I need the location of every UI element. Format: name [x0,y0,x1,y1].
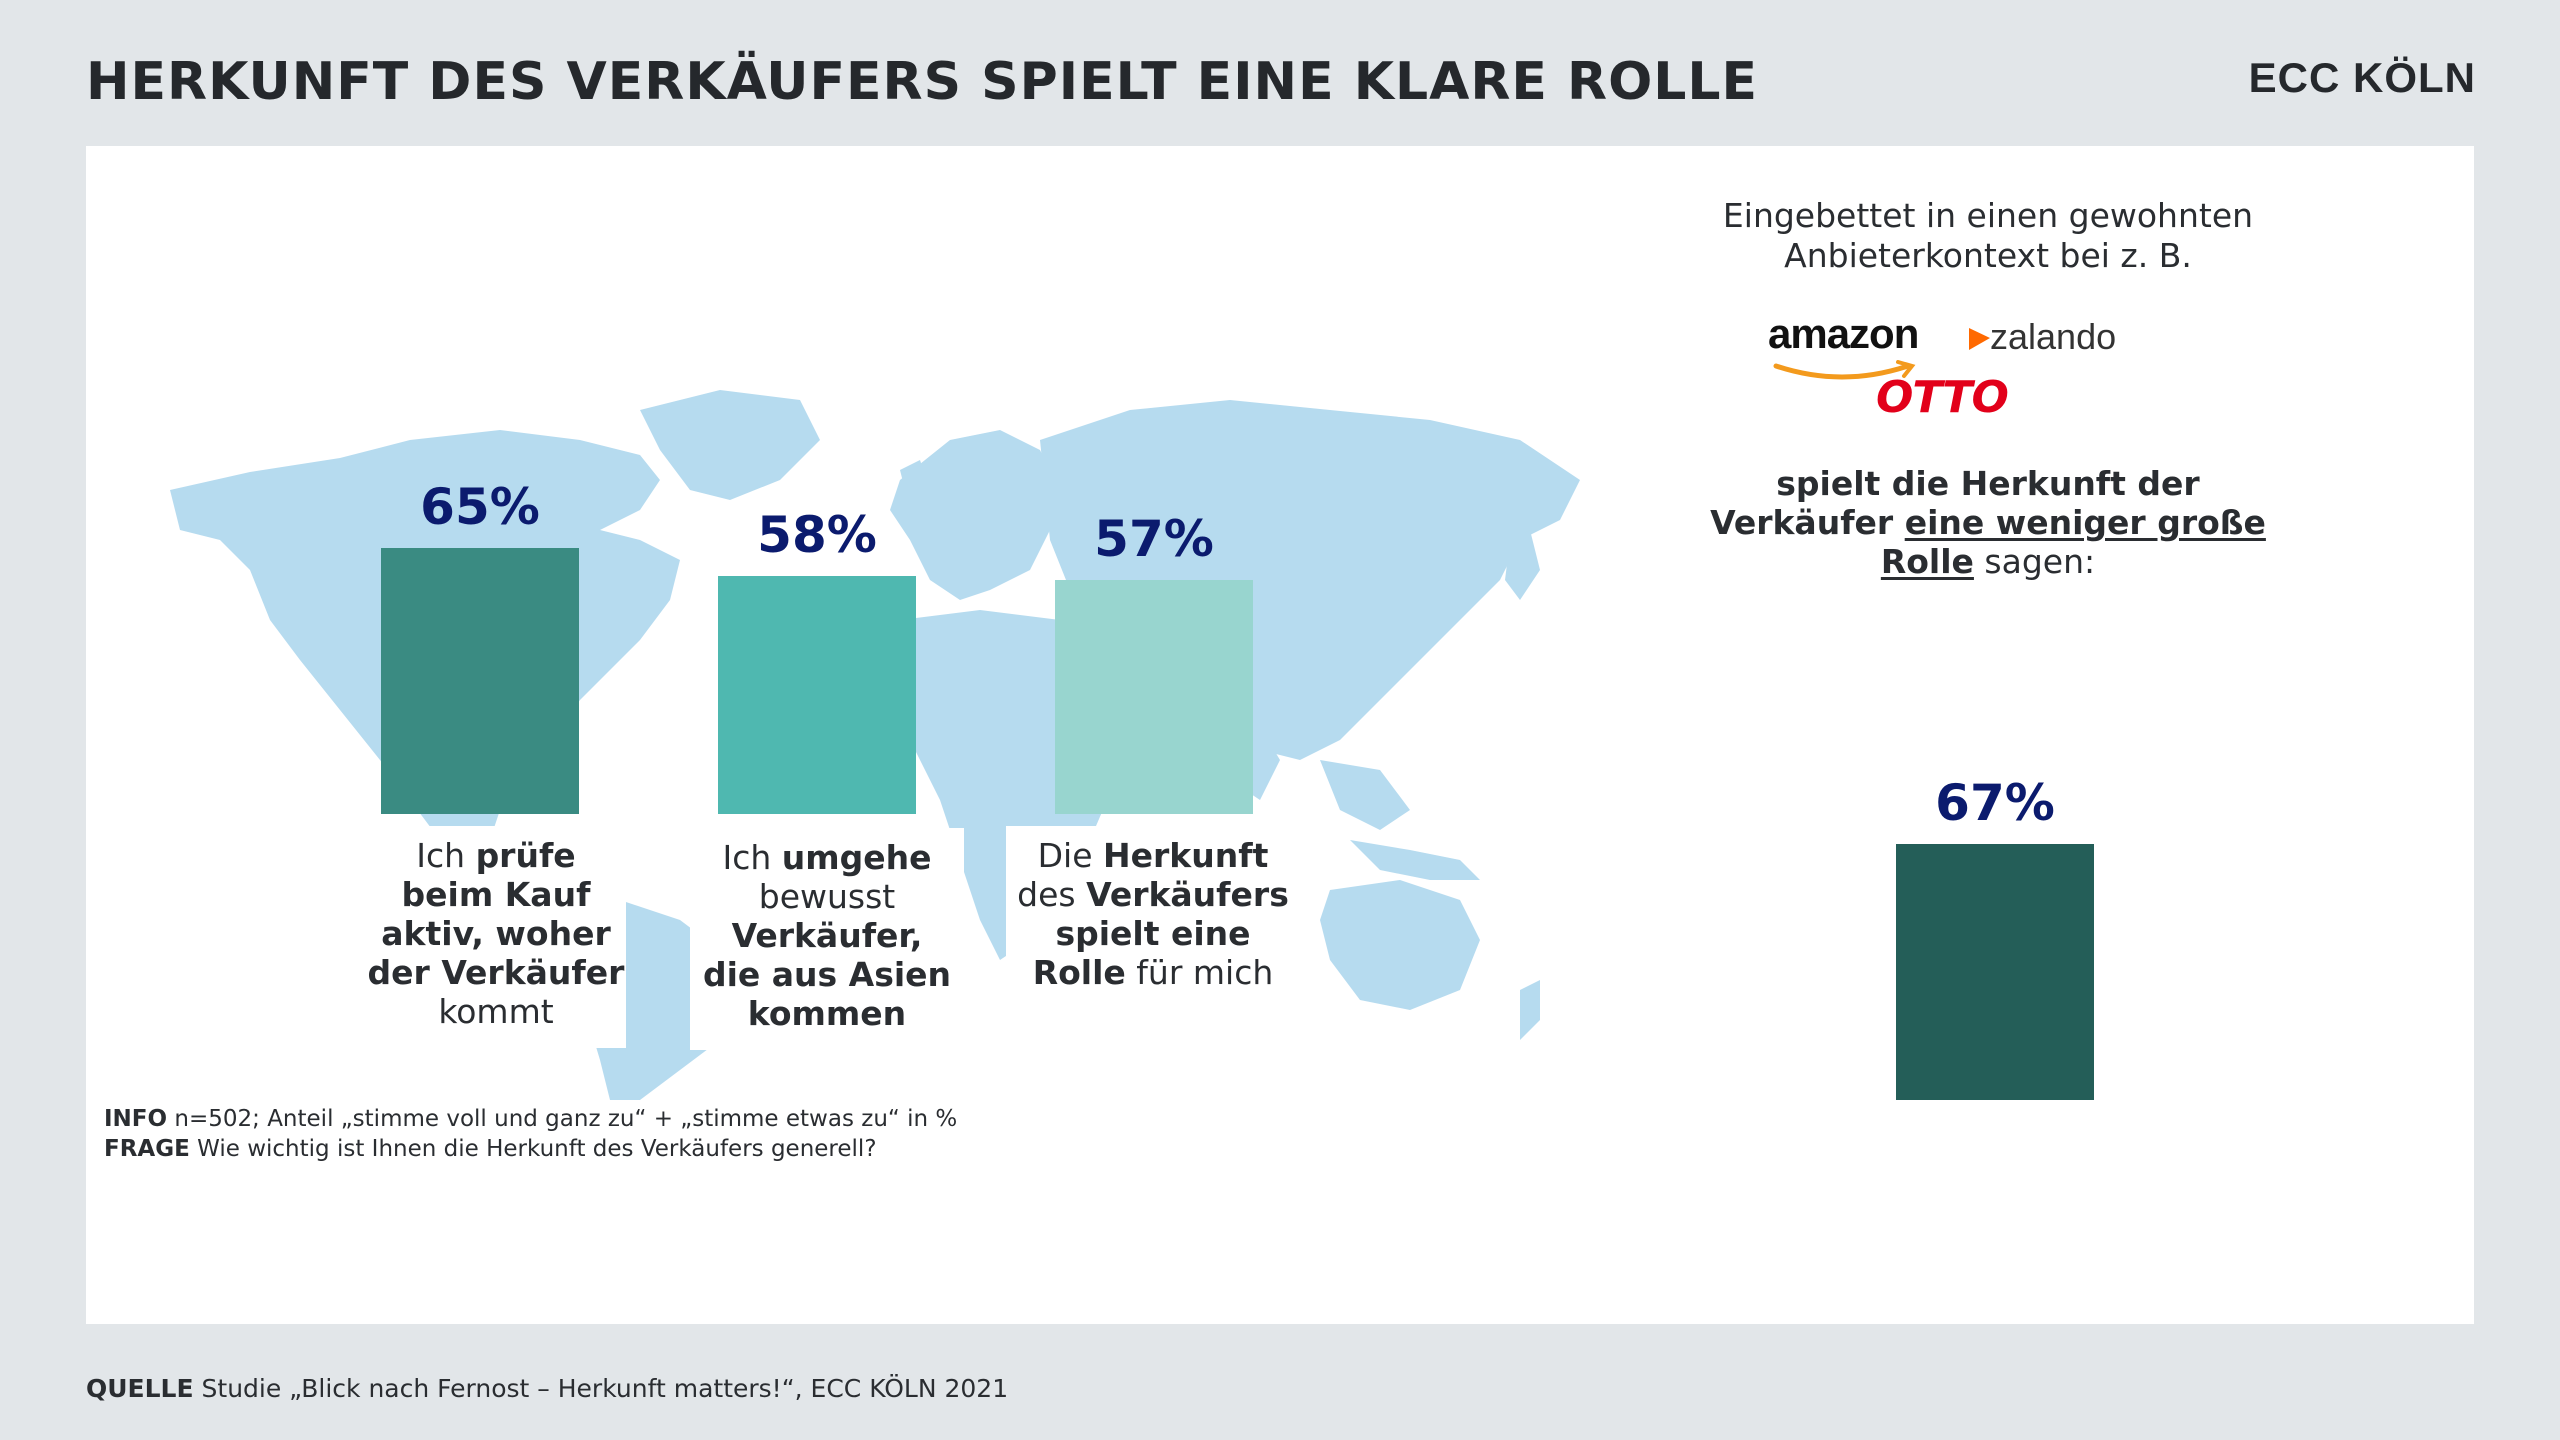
source-note: QUELLE Studie „Blick nach Fernost – Herk… [86,1374,1009,1403]
category-label-pruefe: Ich prüfe beim Kauf aktiv, woher der Ver… [366,826,626,1048]
footnote-info: INFO n=502; Anteil „stimme voll und ganz… [104,1106,958,1132]
statement-line-1: spielt die Herkunft der [1776,464,2200,503]
bar-umgehe [718,576,916,814]
value-label-herkunft-rolle: 57% [1094,510,1214,569]
bar-weniger-grosse-rolle [1896,844,2094,1100]
statement-line-3b: sagen: [1973,542,2096,581]
statement-line-3-underlined: Rolle [1880,542,1974,581]
intro-line-2: Anbieterkontext bei z. B. [1784,236,2192,275]
right-intro-text: Eingebettet in einen gewohnten Anbieterk… [1560,196,2416,276]
value-label-umgehe: 58% [757,506,877,565]
bar-pruefe [381,547,579,814]
zalando-logo: zalando [1990,316,2117,357]
value-label-weniger-grosse-rolle: 67% [1935,774,2055,833]
category-label-herkunft-rolle: Die Herkunft des Verkäufers spielt eine … [1006,826,1300,1006]
footnote: INFO n=502; Anteil „stimme voll und ganz… [104,1104,957,1164]
amazon-logo: amazon [1768,310,1919,357]
page-title: HERKUNFT DES VERKÄUFERS SPIELT EINE KLAR… [86,52,1759,112]
value-label-pruefe: 65% [420,477,540,536]
category-label-umgehe: Ich umgehe bewusst Verkäufer, die aus As… [690,828,964,1050]
brand-logo: ECC KÖLN [2248,54,2476,101]
statement-line-2a: Verkäufer [1710,503,1905,542]
intro-line-1: Eingebettet in einen gewohnten [1722,196,2254,235]
otto-logo: OTTO [1876,372,2009,423]
zalando-icon [1969,328,1990,350]
bar-herkunft-rolle [1055,580,1253,814]
right-statement: spielt die Herkunft der Verkäufer eine w… [1560,464,2416,581]
statement-line-2-underlined: eine weniger große [1904,503,2266,542]
amazon-smile-icon [1773,360,1916,380]
footnote-frage: FRAGE Wie wichtig ist Ihnen die Herkunft… [104,1136,877,1162]
